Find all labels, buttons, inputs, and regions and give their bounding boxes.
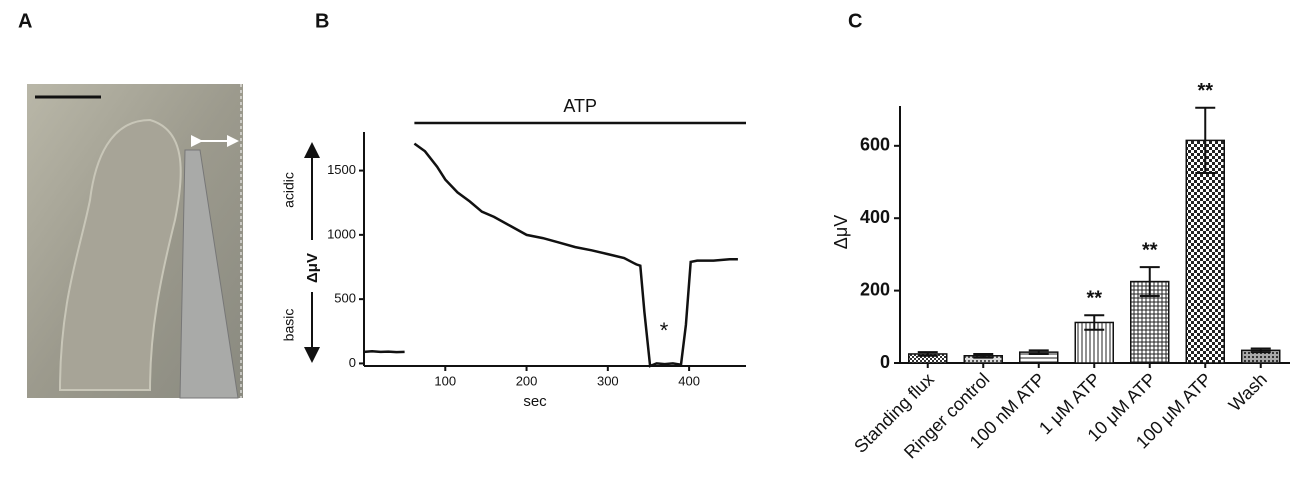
- y-axis-label: ΔμV: [831, 215, 851, 249]
- annotation: *: [660, 318, 669, 343]
- panel-label: A: [18, 10, 32, 32]
- y-tick-label: 400: [860, 207, 890, 227]
- x-tick-label: 300: [597, 373, 619, 388]
- significance: **: [1197, 80, 1213, 102]
- panel-label: B: [315, 10, 329, 32]
- y-axis-label: ΔμV: [304, 253, 321, 283]
- treatment-label: ATP: [563, 96, 597, 116]
- direction-label: acidic: [281, 172, 297, 208]
- y-tick-label: 1500: [327, 162, 356, 177]
- x-tick-label: Wash: [1225, 369, 1271, 415]
- y-tick-label: 600: [860, 135, 890, 155]
- y-tick-label: 500: [334, 291, 356, 306]
- error-bar: [1195, 106, 1216, 174]
- y-tick-label: 0: [880, 352, 890, 372]
- x-tick-label: 200: [516, 373, 538, 388]
- panel-label: C: [848, 10, 862, 32]
- y-tick-label: 0: [349, 355, 356, 370]
- error-bar: [1028, 349, 1049, 355]
- y-tick-label: 200: [860, 279, 890, 299]
- error-bar: [1084, 314, 1105, 331]
- x-tick-label: 400: [678, 373, 700, 388]
- error-bar: [1139, 266, 1160, 298]
- micrograph: [27, 84, 243, 399]
- data-line: [363, 142, 738, 368]
- error-bar: [973, 352, 994, 359]
- direction-label: basic: [281, 309, 297, 342]
- significance: **: [1086, 288, 1102, 310]
- x-tick-label: 100: [434, 373, 456, 388]
- error-bar: [1250, 347, 1271, 354]
- y-tick-label: 1000: [327, 226, 356, 241]
- x-axis-label: sec: [523, 393, 547, 410]
- error-bar: [917, 351, 938, 357]
- significance: **: [1142, 239, 1158, 261]
